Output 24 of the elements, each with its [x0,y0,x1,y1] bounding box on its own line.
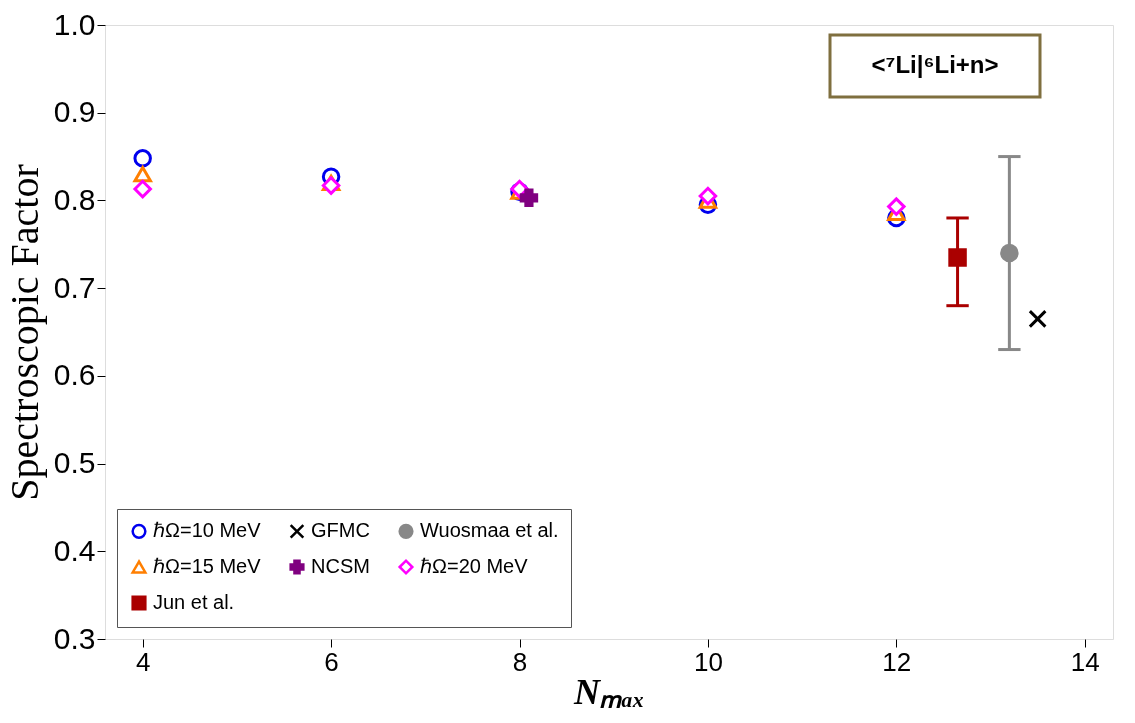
y-tick-label: 0.5 [53,446,96,480]
x-tick-label: 14 [1070,646,1100,677]
legend-label: Wuosmaa et al. [420,519,559,542]
y-tick-label: 0.7 [53,270,96,304]
legend-label: GFMC [311,519,370,542]
legend-label: Jun et al. [153,591,235,613]
x-tick-label: 10 [693,646,723,677]
y-axis-title: Spectroscopic Factor [1,164,47,501]
x-tick-label: 4 [135,646,151,677]
y-tick-label: 0.8 [53,182,96,216]
y-tick-label: 0.4 [53,533,96,567]
x-tick-label: 12 [882,646,912,677]
x-axis-title: Nₘₐₓ [572,671,646,712]
y-tick-label: 1.0 [53,7,96,41]
legend-label: ℏΩ=20 MeV [420,555,529,577]
y-tick-label: 0.3 [53,621,96,655]
legend-label: ℏΩ=10 MeV [153,519,262,542]
legend-label: ℏΩ=15 MeV [153,555,262,577]
x-tick-label: 8 [512,646,528,677]
legend-label: NCSM [311,555,370,577]
y-tick-label: 0.6 [53,358,96,392]
y-tick-label: 0.9 [53,95,96,129]
x-tick-label: 6 [324,646,339,677]
annotation: <⁷Li|⁶Li+n> [871,51,999,78]
